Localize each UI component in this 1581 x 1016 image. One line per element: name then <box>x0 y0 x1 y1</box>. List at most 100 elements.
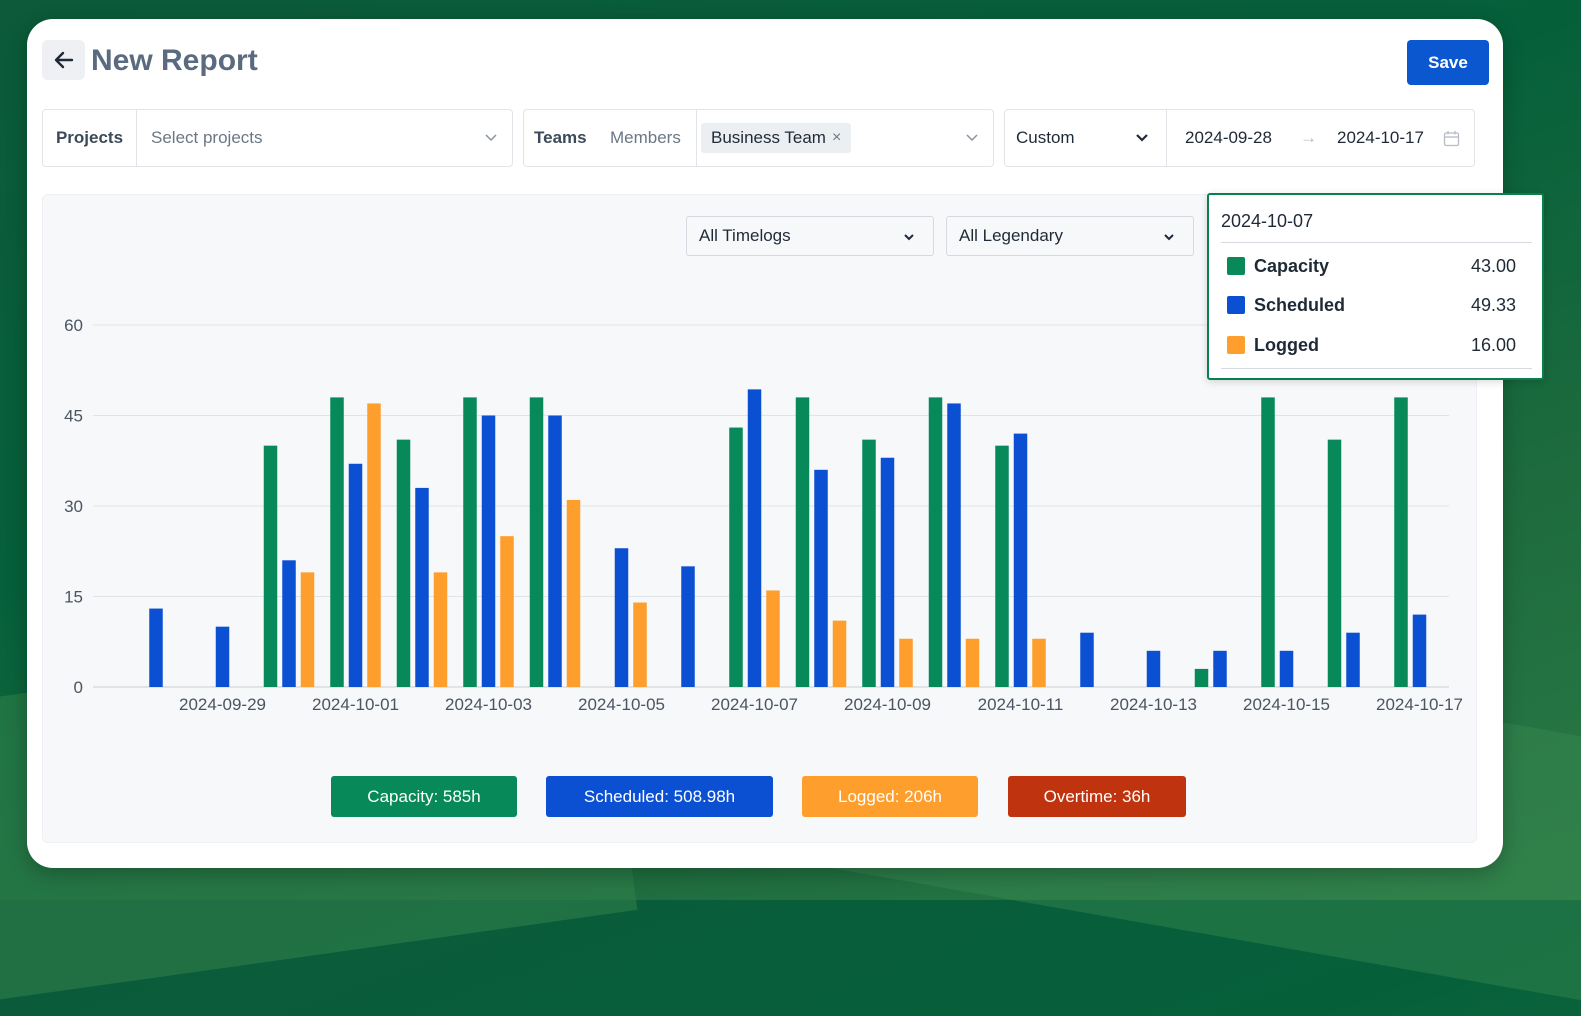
bar-capacity[interactable] <box>928 397 943 687</box>
bar-logged[interactable] <box>300 572 315 687</box>
report-card: New Report Save Projects Select projects… <box>27 19 1503 868</box>
legend-capacity[interactable]: Capacity: 585h <box>331 776 517 817</box>
back-button[interactable] <box>42 40 85 80</box>
date-range-picker[interactable]: 2024-09-28 → 2024-10-17 <box>1166 110 1476 166</box>
x-tick-label: 2024-10-13 <box>1110 695 1197 714</box>
x-tick-label: 2024-10-07 <box>711 695 798 714</box>
bar-scheduled[interactable] <box>1412 614 1427 687</box>
legend-logged[interactable]: Logged: 206h <box>802 776 978 817</box>
x-tick-label: 2024-10-09 <box>844 695 931 714</box>
bar-logged[interactable] <box>832 620 847 687</box>
bar-capacity[interactable] <box>1194 668 1209 687</box>
divider <box>1221 242 1532 243</box>
range-type-value: Custom <box>1016 128 1075 147</box>
chevron-down-icon <box>966 134 978 142</box>
save-button[interactable]: Save <box>1407 40 1489 85</box>
bar-logged[interactable] <box>1032 638 1046 687</box>
chevron-down-icon <box>1136 134 1148 142</box>
x-tick-label: 2024-10-15 <box>1243 695 1330 714</box>
calendar-icon[interactable] <box>1443 130 1460 147</box>
range-type-select[interactable]: Custom <box>1005 110 1166 166</box>
bar-scheduled[interactable] <box>1213 650 1227 687</box>
bar-capacity[interactable] <box>1327 439 1342 687</box>
tooltip-value: 16.00 <box>1470 334 1516 355</box>
bar-logged[interactable] <box>566 499 581 687</box>
projects-filter: Projects Select projects <box>42 109 513 167</box>
close-icon[interactable]: × <box>831 129 842 146</box>
teams-select[interactable]: Business Team × <box>696 110 994 166</box>
bar-capacity[interactable] <box>1394 397 1408 687</box>
bar-scheduled[interactable] <box>348 463 363 687</box>
projects-placeholder: Select projects <box>151 128 263 147</box>
bar-scheduled[interactable] <box>1013 433 1028 687</box>
bar-capacity[interactable] <box>1261 397 1275 687</box>
legend-overtime[interactable]: Overtime: 36h <box>1008 776 1186 817</box>
bar-logged[interactable] <box>367 403 381 687</box>
end-date[interactable]: 2024-10-17 <box>1337 128 1424 147</box>
bar-logged[interactable] <box>633 602 647 687</box>
legendary-select[interactable]: All Legendary <box>946 216 1194 256</box>
bar-scheduled[interactable] <box>947 403 961 687</box>
chevron-down-icon <box>904 234 914 241</box>
bar-scheduled[interactable] <box>614 548 629 687</box>
bar-logged[interactable] <box>500 536 514 687</box>
y-tick-label: 0 <box>74 678 83 697</box>
x-tick-label: 2024-10-05 <box>578 695 665 714</box>
bar-capacity[interactable] <box>396 439 411 687</box>
tooltip-value: 43.00 <box>1470 255 1516 276</box>
chart-tooltip: 2024-10-07 Capacity 43.00 Scheduled 49.3… <box>1207 193 1544 380</box>
scheduled-swatch <box>1227 296 1245 314</box>
x-tick-label: 2024-10-03 <box>445 695 532 714</box>
chevron-down-icon <box>1164 234 1174 241</box>
bar-logged[interactable] <box>965 638 980 687</box>
bar-scheduled[interactable] <box>548 415 562 688</box>
logged-swatch <box>1227 336 1245 354</box>
bar-scheduled[interactable] <box>215 626 230 687</box>
bar-scheduled[interactable] <box>1279 650 1294 687</box>
tooltip-label: Logged <box>1254 334 1319 355</box>
bar-capacity[interactable] <box>729 427 743 687</box>
x-tick-label: 2024-09-29 <box>179 695 266 714</box>
y-tick-label: 30 <box>64 497 83 516</box>
tab-teams[interactable]: Teams <box>534 128 587 147</box>
timelogs-select[interactable]: All Timelogs <box>686 216 934 256</box>
bar-scheduled[interactable] <box>149 608 163 687</box>
bar-scheduled[interactable] <box>681 566 695 687</box>
start-date[interactable]: 2024-09-28 <box>1185 128 1272 147</box>
y-tick-label: 45 <box>64 407 83 426</box>
y-tick-label: 60 <box>64 316 83 335</box>
tooltip-label: Scheduled <box>1254 294 1346 315</box>
range-arrow-icon: → <box>1300 128 1317 147</box>
bar-logged[interactable] <box>433 572 448 687</box>
bar-logged[interactable] <box>766 590 780 687</box>
bar-scheduled[interactable] <box>1146 650 1161 687</box>
bar-capacity[interactable] <box>529 397 544 687</box>
tab-members[interactable]: Members <box>610 128 681 147</box>
bar-capacity[interactable] <box>862 439 876 687</box>
bar-capacity[interactable] <box>995 445 1009 687</box>
capacity-swatch <box>1227 257 1245 275</box>
bar-capacity[interactable] <box>795 397 810 687</box>
x-tick-label: 2024-10-01 <box>312 695 399 714</box>
timelogs-value: All Timelogs <box>699 226 791 245</box>
projects-select[interactable]: Select projects <box>136 110 513 166</box>
page-title: New Report <box>91 44 258 77</box>
tooltip-row-capacity: Capacity 43.00 <box>1227 254 1516 278</box>
bar-scheduled[interactable] <box>880 457 895 687</box>
bar-scheduled[interactable] <box>282 560 296 687</box>
bar-capacity[interactable] <box>263 445 278 687</box>
legend-scheduled[interactable]: Scheduled: 508.98h <box>546 776 773 817</box>
bar-chart: 0 15 30 45 60 2024-09-29 2024-10-01 2024-10-03 2… <box>64 316 1463 714</box>
bar-scheduled[interactable] <box>814 469 828 687</box>
bar-capacity[interactable] <box>463 397 477 687</box>
bar-scheduled[interactable] <box>481 415 496 688</box>
bar-logged[interactable] <box>899 638 913 687</box>
bar-scheduled[interactable] <box>415 487 429 687</box>
bar-scheduled[interactable] <box>1080 632 1094 687</box>
x-tick-label: 2024-10-11 <box>978 695 1064 714</box>
tooltip-value: 49.33 <box>1470 294 1516 315</box>
bar-capacity[interactable] <box>330 397 344 687</box>
bar-scheduled[interactable] <box>747 389 762 687</box>
bar-scheduled[interactable] <box>1346 632 1360 687</box>
teams-filter: Teams Members Business Team × <box>523 109 994 167</box>
